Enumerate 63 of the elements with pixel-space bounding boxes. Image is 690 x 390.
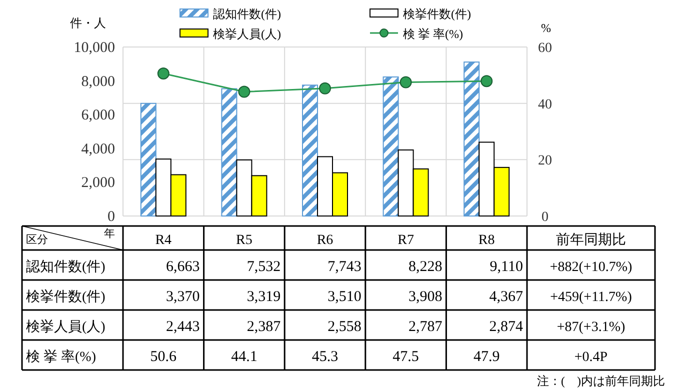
text: +0.4P [574, 350, 608, 365]
text: +459(+11.7%) [550, 290, 632, 305]
y2-tick-label: 20 [538, 154, 552, 169]
bar [464, 62, 480, 216]
bar [302, 84, 318, 216]
bar [221, 88, 238, 216]
data-label: 7,532 [246, 259, 281, 275]
text: +882(+10.7%) [550, 260, 632, 275]
y-tick-label: 6,000 [81, 108, 115, 124]
x-tick-label: R4 [155, 233, 172, 248]
legend-label: 検 挙 率(%) [403, 27, 463, 41]
text: 区分 [26, 234, 48, 246]
text: 検挙件数(件) [26, 290, 106, 305]
point [238, 86, 250, 98]
bar [382, 76, 399, 216]
data-label: 2,387 [246, 319, 282, 335]
y-tick-label: 8,000 [81, 74, 115, 90]
text: 注：( )内は前年同期比 [537, 374, 665, 388]
x-tick-label: R5 [236, 233, 252, 248]
text: 検挙人員(人) [26, 320, 106, 335]
data-label: 8,228 [408, 259, 442, 275]
data-label: 47.5 [392, 349, 419, 365]
text: 年 [104, 228, 115, 240]
data-label: 9,110 [490, 259, 523, 275]
text: +87(+3.1%) [556, 320, 626, 335]
point [319, 82, 331, 94]
data-label: 50.6 [150, 349, 178, 365]
y-tick-label: 4,000 [81, 141, 115, 158]
data-label: 3,319 [246, 289, 281, 305]
point [400, 76, 412, 88]
y-tick-label: 0 [108, 209, 115, 225]
y2-tick-label: 40 [538, 97, 552, 112]
point [157, 67, 170, 80]
data-label: 2,874 [489, 319, 524, 335]
data-label: 6,663 [166, 259, 200, 275]
legend-label: 認知件数(件) [213, 7, 281, 21]
data-label: 3,370 [166, 289, 200, 305]
x-tick-label: R7 [398, 233, 414, 248]
data-label: 2,558 [328, 319, 362, 335]
text: 前年同期比 [556, 233, 626, 248]
data-label: 3,908 [408, 289, 442, 305]
data-label: 4,367 [489, 289, 524, 305]
legend-label: 検挙件数(件) [403, 7, 471, 21]
legend-label: 検挙人員(人) [213, 27, 281, 41]
y-axis-title: 件・人 [70, 16, 106, 30]
data-label: 2,787 [408, 319, 443, 335]
data-label: 3,510 [328, 289, 362, 305]
x-tick-label: R8 [478, 233, 495, 248]
data-label: 45.3 [312, 349, 338, 365]
y2-tick-label: 60 [538, 41, 552, 56]
x-tick-label: R6 [316, 233, 334, 248]
bar [140, 102, 156, 216]
text: 認知件数(件) [26, 260, 106, 275]
data-label: 47.9 [473, 349, 500, 365]
y2-tick-label: 0 [542, 210, 548, 225]
point [480, 75, 493, 88]
y-tick-label: 10,000 [74, 40, 115, 56]
data-label: 2,443 [166, 319, 200, 335]
data-label: 44.1 [231, 349, 258, 365]
y-tick-label: 2,000 [81, 175, 115, 192]
text: 検 挙 率(%) [26, 350, 96, 365]
y2-axis-title: % [541, 21, 551, 35]
data-label: 7,743 [328, 259, 362, 275]
